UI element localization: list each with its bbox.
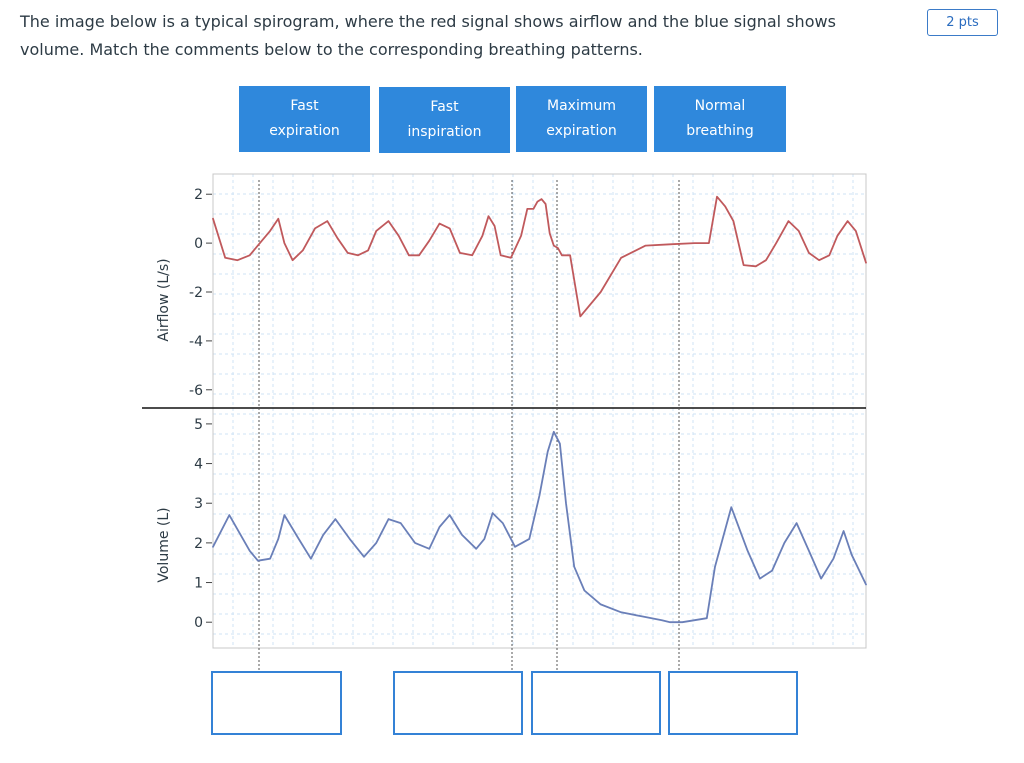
y-tick-label: -4 bbox=[189, 334, 203, 350]
option-maximum-expiration[interactable]: Maximum expiration bbox=[516, 86, 647, 152]
points-badge: 2 pts bbox=[927, 9, 998, 36]
y-tick-label: 3 bbox=[194, 496, 203, 512]
chart-frame bbox=[142, 173, 867, 649]
drop-target-4[interactable] bbox=[668, 671, 798, 735]
y-tick-label: -2 bbox=[189, 285, 203, 301]
y-tick-label: 0 bbox=[194, 615, 203, 631]
chart-grid bbox=[212, 173, 866, 648]
airflow-signal-line bbox=[212, 195, 867, 318]
chart-ticks: 2 0 -2 -4 -6 5 4 3 2 1 0 bbox=[189, 187, 212, 631]
option-fast-inspiration[interactable]: Fast inspiration bbox=[379, 87, 510, 153]
volume-signal-line bbox=[212, 430, 867, 624]
drop-target-3[interactable] bbox=[531, 671, 661, 735]
option-normal-breathing[interactable]: Normal breathing bbox=[654, 86, 786, 152]
y-tick-label: 0 bbox=[194, 236, 203, 252]
volume-axis-label: Volume (L) bbox=[156, 507, 172, 582]
y-tick-label: 1 bbox=[194, 576, 203, 592]
y-tick-label: 2 bbox=[194, 187, 203, 203]
y-tick-label: 5 bbox=[194, 417, 203, 433]
drop-target-2[interactable] bbox=[393, 671, 523, 735]
airflow-axis-label: Airflow (L/s) bbox=[156, 258, 172, 341]
drop-target-1[interactable] bbox=[211, 671, 342, 735]
y-tick-label: 4 bbox=[194, 457, 203, 473]
y-tick-label: -6 bbox=[189, 383, 203, 399]
chart-series bbox=[212, 195, 867, 624]
question-text: The image below is a typical spirogram, … bbox=[20, 12, 836, 59]
region-markers bbox=[258, 180, 680, 671]
chart-border bbox=[212, 173, 867, 649]
y-tick-label: 2 bbox=[194, 536, 203, 552]
option-fast-expiration[interactable]: Fast expiration bbox=[239, 86, 370, 152]
